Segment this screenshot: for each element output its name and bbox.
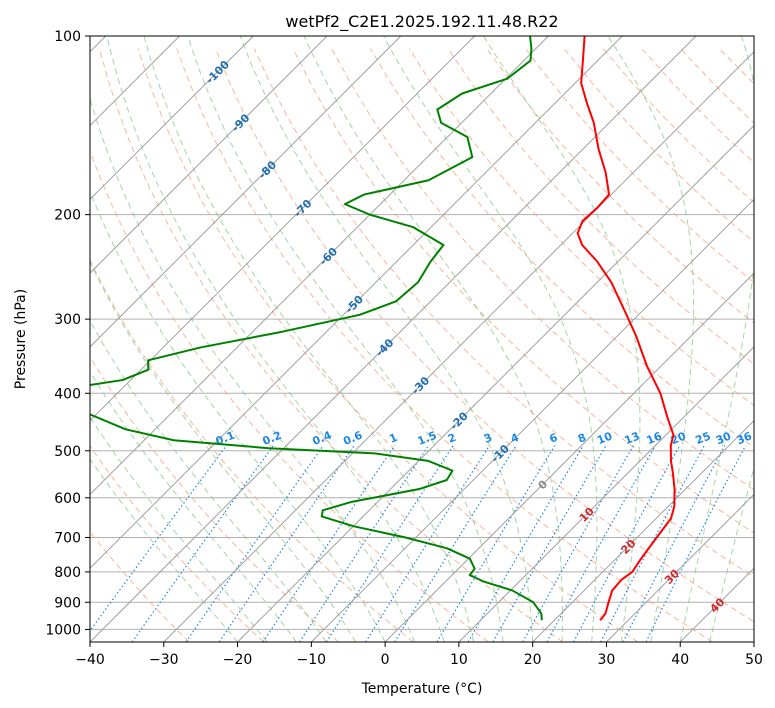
chart-title: wetPf2_C2E1.2025.192.11.48.R22 (285, 12, 558, 32)
x-axis-ticks: −40 −30 −20 −10 0 10 20 30 40 50 (75, 642, 763, 668)
mixing-ratio-labels: 0.1 0.2 0.4 0.6 1 1.5 2 3 4 6 8 10 13 16 20 25 30 36 (214, 429, 754, 449)
y-tick-label: 100 (54, 29, 81, 45)
temperature-profile-line (576, 36, 676, 621)
y-axis-title: Pressure (hPa) (13, 289, 29, 389)
isotherm-line (458, 346, 754, 642)
y-tick-label: 700 (54, 531, 81, 547)
x-tick-label: 40 (671, 652, 689, 668)
mixing-ratio-line (467, 445, 584, 642)
isotherm-line (310, 198, 754, 642)
mixing-ratio-label: 25 (693, 429, 712, 447)
moist-adiabat (187, 36, 504, 642)
x-tick-label: −30 (149, 652, 179, 668)
y-tick-label: 800 (54, 565, 81, 581)
plot-frame (89, 35, 755, 643)
dry-adiabat (176, 48, 713, 642)
isotherm-line (90, 36, 328, 274)
mixing-ratio-line (218, 445, 355, 642)
mixing-ratio-lines (90, 445, 747, 642)
x-tick-label: 30 (598, 652, 616, 668)
x-tick-label: −10 (297, 652, 327, 668)
mixing-ratio-label: 2 (446, 431, 458, 446)
moist-adiabat (383, 36, 598, 642)
dry-adiabat (331, 48, 754, 491)
mixing-ratio-line (325, 445, 454, 642)
dry-adiabat (447, 48, 754, 365)
mixing-ratio-line (365, 445, 490, 642)
moist-adiabat (483, 36, 641, 642)
x-tick-label: −20 (223, 652, 253, 668)
mixing-ratio-line (436, 445, 556, 642)
isotherms (90, 36, 754, 642)
isotherm-line (532, 419, 754, 642)
isotherm-line (384, 272, 754, 642)
dry-adiabat (98, 48, 564, 642)
moist-adiabat (90, 319, 327, 642)
dry-adiabat (253, 48, 754, 578)
dry-adiabat (486, 48, 754, 324)
mixing-ratio-label: 8 (576, 431, 588, 446)
moist-adiabat (303, 36, 563, 642)
y-tick-label: 200 (54, 208, 81, 224)
isotherm-line (90, 36, 697, 642)
mixing-ratio-label: 36 (735, 429, 754, 447)
isotherm-line (90, 36, 402, 348)
x-tick-label: 50 (745, 652, 763, 668)
isotherm-line (90, 36, 476, 422)
mixing-ratio-label: 13 (623, 429, 642, 447)
dry-adiabat (90, 258, 414, 642)
gridlines (90, 36, 754, 630)
plot-area: -100-90-80-70-60-50-40-30-20-10010203040… (90, 36, 754, 642)
isotherm-line (237, 124, 754, 642)
profile-series (90, 36, 676, 621)
mixing-ratio-line (131, 445, 274, 642)
y-tick-label: 900 (54, 595, 81, 611)
y-tick-label: 300 (54, 312, 81, 328)
x-tick-label: −40 (75, 652, 105, 668)
x-tick-label: 0 (381, 652, 390, 668)
mixing-ratio-line (645, 445, 747, 642)
mixing-ratio-line (546, 445, 656, 642)
moist-adiabat (709, 465, 754, 642)
y-tick-label: 1000 (45, 622, 81, 638)
mixing-ratio-line (262, 445, 396, 642)
dry-adiabat (370, 48, 754, 448)
dry-adiabat (215, 48, 754, 623)
mixing-ratio-label: 16 (645, 429, 664, 447)
y-tick-label: 500 (54, 444, 81, 460)
moist-adiabat (90, 260, 357, 642)
x-tick-label: 20 (524, 652, 542, 668)
mixing-ratio-label: 10 (595, 429, 614, 447)
moist-adiabat (607, 36, 695, 642)
dry-adiabat (292, 48, 754, 534)
isotherm-line (163, 51, 754, 642)
moist-adiabat (679, 36, 754, 642)
isotherm-line (90, 36, 623, 569)
moist-adiabat (106, 36, 445, 642)
dewpoint-profile-line (90, 36, 543, 621)
dry-adiabat (90, 445, 265, 642)
moist-adiabat (90, 370, 297, 642)
y-tick-label: 600 (54, 491, 81, 507)
isotherm-line (606, 493, 754, 642)
moist-adiabat (90, 189, 386, 642)
mixing-ratio-label: 1 (387, 431, 399, 446)
x-axis-title: Temperature (°C) (361, 681, 483, 697)
dry-adiabat (408, 48, 754, 406)
dry-adiabat (137, 48, 639, 642)
moist-adiabat (143, 36, 475, 642)
mixing-ratio-line (299, 445, 429, 642)
isotherm-line (90, 36, 254, 201)
mixing-ratio-label: 3 (482, 431, 494, 446)
moist-adiabat (90, 458, 238, 642)
y-tick-label: 400 (54, 386, 81, 402)
x-tick-label: 10 (450, 652, 468, 668)
y-axis-ticks: 100 200 300 400 500 600 700 800 900 1000 (45, 29, 90, 638)
mixing-ratio-line (185, 445, 324, 642)
moist-adiabat (90, 416, 268, 642)
dry-adiabat (90, 355, 339, 642)
mixing-ratio-label: 30 (714, 429, 733, 447)
